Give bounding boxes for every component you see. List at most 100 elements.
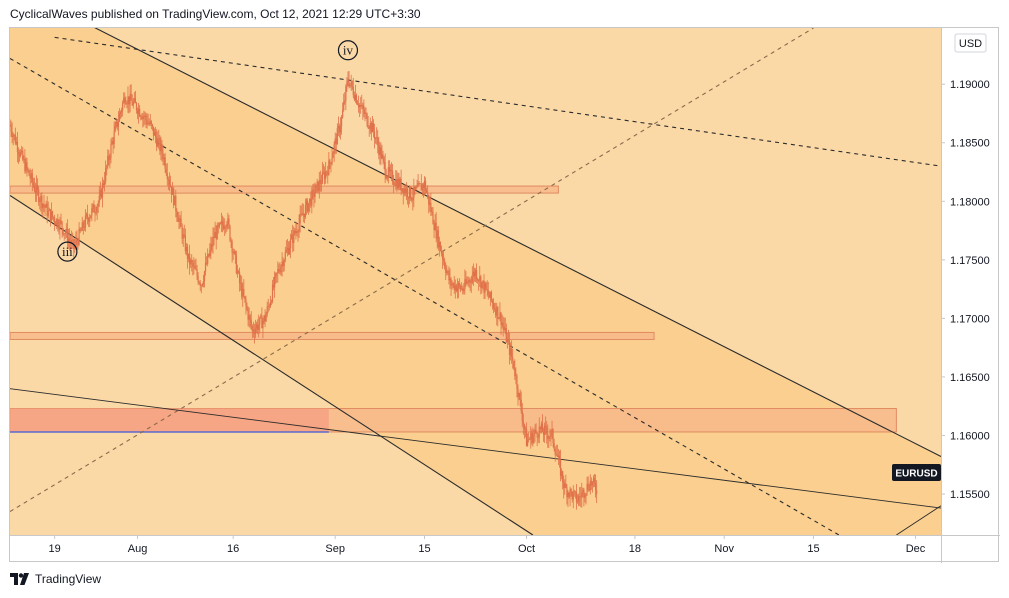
candle-body [136,110,139,114]
candle-body [412,197,414,201]
candle-body [469,279,471,282]
candle-body [490,291,493,301]
candle-body [335,138,337,145]
wave-label-iv[interactable]: iv [337,40,359,61]
candle-body [93,204,95,213]
candle-body [143,116,145,117]
price-tick-label: 1.19000 [950,79,990,91]
candle-body [535,429,537,433]
candle-body [107,155,109,166]
price-tick-label: 1.17000 [950,313,990,325]
candle-body [340,117,343,127]
candle-body [500,312,502,325]
candle-body [419,183,421,185]
candle-body [280,266,282,273]
candle-body [105,167,107,182]
wave-label-iii[interactable]: iii [57,241,78,262]
candle-body [261,315,263,329]
candle-body [483,280,485,293]
candle-body [47,210,49,216]
candle-body [215,232,217,240]
candle-body [146,119,148,125]
candle-body [88,218,90,222]
candle-body [39,201,41,203]
candle-body [463,289,465,291]
candle-body [157,139,159,147]
candle-body [54,218,56,223]
candle-body [56,219,58,225]
candle-body [532,435,534,444]
candle-body [177,216,179,222]
candle-body [556,454,558,457]
chart-frame[interactable]: iii iv 1.19000 1.18500 1.18000 1.17500 1.1700… [9,27,1000,563]
time-axis[interactable]: 19 Aug 16 Sep 15 Oct 18 Nov 15 Dec [49,535,926,555]
trendline-channel-upper[interactable] [10,28,942,458]
trendline-lower-right-ray[interactable] [896,505,942,536]
candle-body [539,426,541,430]
candle-body [55,222,57,225]
zone-rect[interactable] [10,331,655,340]
candle-body [308,203,310,212]
candle-body [196,269,198,276]
candle-body [219,223,222,224]
candle-body [521,411,523,422]
candle-body [489,291,491,298]
candle-body [418,182,420,184]
candle-body [89,217,91,222]
candle-body [424,180,427,191]
footer-brand[interactable]: TradingView [10,572,101,586]
currency-label: USD [959,38,982,50]
candle-body [576,501,579,503]
price-chart[interactable]: iii iv 1.19000 1.18500 1.18000 1.17500 1.1700… [10,28,1000,563]
candle-body [547,433,549,439]
candle-body [320,183,322,184]
candle-body [166,173,168,179]
candle-body [221,221,224,226]
candle-body [346,81,348,87]
candle-body [43,204,45,206]
candle-body [145,115,147,120]
candle-body [263,315,265,321]
candle-body [343,101,345,111]
currency-badge[interactable]: USD [954,33,987,53]
candle-body [66,228,68,242]
trendline-lower-trend[interactable] [10,388,942,509]
candle-body [236,271,239,274]
trendline-channel-lower[interactable] [10,194,534,536]
candle-body [158,138,160,140]
candle-body [13,134,15,136]
candle-body [447,271,449,272]
zone-rect[interactable] [10,185,559,194]
candle-body [72,239,74,241]
candle-body [295,231,297,234]
candle-body [511,348,513,357]
candle-body [460,285,462,290]
candle-body [389,169,392,172]
time-tick-label: 15 [418,543,430,555]
candle-body [27,168,29,171]
candle-body [440,250,443,254]
candle-body [180,218,182,227]
candle-body [475,270,478,280]
candle-body [234,251,236,256]
candle-body [562,471,564,482]
candle-body [97,202,99,207]
candle-body [524,428,527,430]
candle-body [164,157,166,169]
price-axis[interactable]: 1.19000 1.18500 1.18000 1.17500 1.17000 1.165… [941,79,990,501]
candle-body [515,375,517,377]
candle-body [111,141,113,145]
candle-body [356,103,359,105]
candle-body [568,492,570,497]
candle-body [350,81,352,84]
candle-body [383,157,385,162]
candle-body [16,141,19,152]
candle-body [117,121,120,127]
candle-body [520,399,522,412]
candle-body [131,100,133,106]
candle-body [114,125,116,132]
trendline-upper-trend[interactable] [54,36,942,167]
candle-body [563,481,565,489]
candle-body [491,300,494,303]
candle-body [560,471,563,476]
